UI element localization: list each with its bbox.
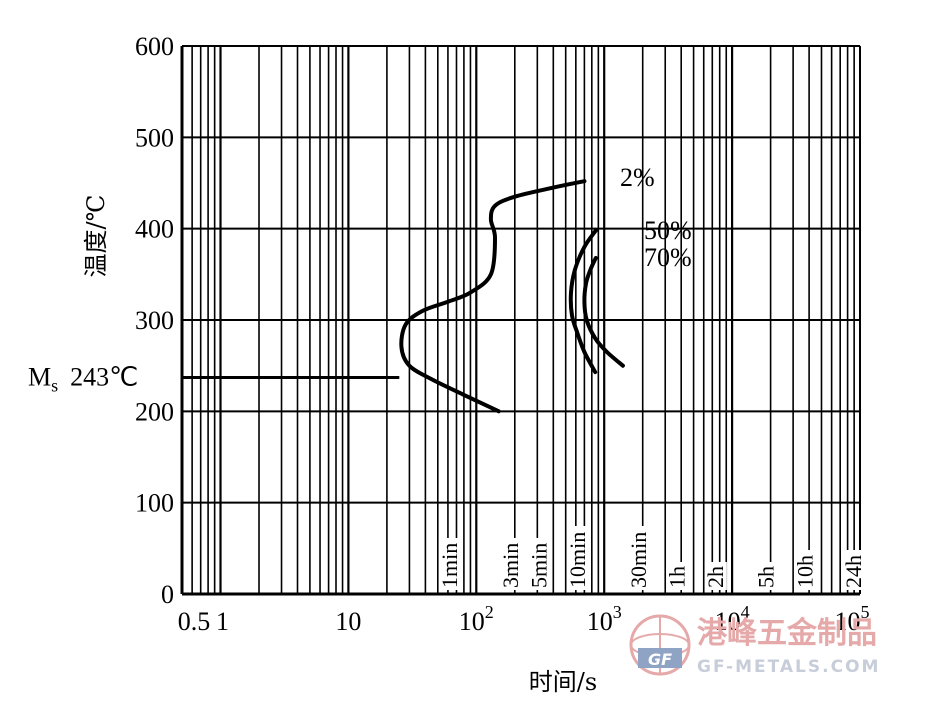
time-mark-bg [704,562,727,590]
y-tick-label: 500 [135,123,174,152]
ms-label: Ms 243℃ [28,363,138,396]
time-mark-label: 2h [703,566,728,588]
x-tick-label: 10 [335,607,361,636]
x-tick-label: 0.5 [178,607,211,636]
time-marks: 1min 3min 5min 10min 30min 1h 2h 5h 10h 24h [437,526,866,590]
watermark-cn: 港峰五金制品 [697,616,877,651]
ms-label-text: Ms 243℃ [28,363,138,396]
time-mark: 5h [754,562,779,590]
series-curve [399,179,587,414]
time-mark: 2h [703,562,728,590]
series-label: 70% [644,243,692,272]
plot-frame [180,45,861,596]
time-mark-label: 5h [754,566,779,588]
x-tick-label: 1 [216,607,229,636]
time-mark-bg [842,550,865,590]
y-tick-label: 300 [135,306,174,335]
time-mark: 5min [526,538,551,590]
time-mark: 10min [565,526,590,590]
watermark-logo: GF [629,614,691,676]
grid [181,45,860,594]
time-mark-bg [666,562,689,590]
time-mark-label: 10min [565,532,590,588]
time-mark-label: 1min [437,543,462,588]
time-mark-bg [499,538,522,590]
time-mark-bg [627,526,650,590]
y-tick-labels: 0 100 200 300 400 500 600 [135,32,174,609]
time-mark-bg [528,538,551,590]
y-tick-label: 400 [135,215,174,244]
y-tick-label: 0 [161,580,174,609]
time-mark-label: 3min [498,543,523,588]
time-mark-bg [794,550,817,590]
time-mark: 3min [498,538,523,590]
time-mark-label: 1h [664,566,689,588]
time-mark: 30min [626,526,651,590]
svg-text:GF: GF [648,650,672,669]
time-mark: 1min [437,538,462,590]
y-tick-label: 200 [135,397,174,426]
series-label: 2% [620,163,655,192]
y-tick-label: 600 [135,32,174,61]
watermark-en: GF-METALS.COM [697,657,880,677]
time-mark: 1h [664,562,689,590]
time-mark-label: 30min [626,532,651,588]
x-tick-label: 103 [587,602,622,636]
time-mark: 10h [792,550,817,590]
time-mark-label: 5min [526,543,551,588]
time-mark-label: 24h [841,555,866,588]
time-mark-bg [566,526,589,590]
x-tick-label: 102 [459,602,494,636]
y-axis-label: 温度/℃ [82,195,110,278]
x-tick-labels: 0.5 1 10 102 103 104 105 [178,602,870,636]
series-label: 50% [644,216,692,245]
time-mark-label: 10h [792,555,817,588]
series-curves: 2% 50%70% [182,163,692,414]
series-curve [582,255,625,368]
time-mark-bg [755,562,778,590]
series-curve [568,228,598,375]
x-axis-label: 时间/s [529,668,597,696]
watermark: GF 港峰五金制品 GF-METALS.COM [629,614,880,677]
time-mark: 24h [841,550,866,590]
time-mark-bg [438,538,461,590]
y-tick-label: 100 [135,489,174,518]
